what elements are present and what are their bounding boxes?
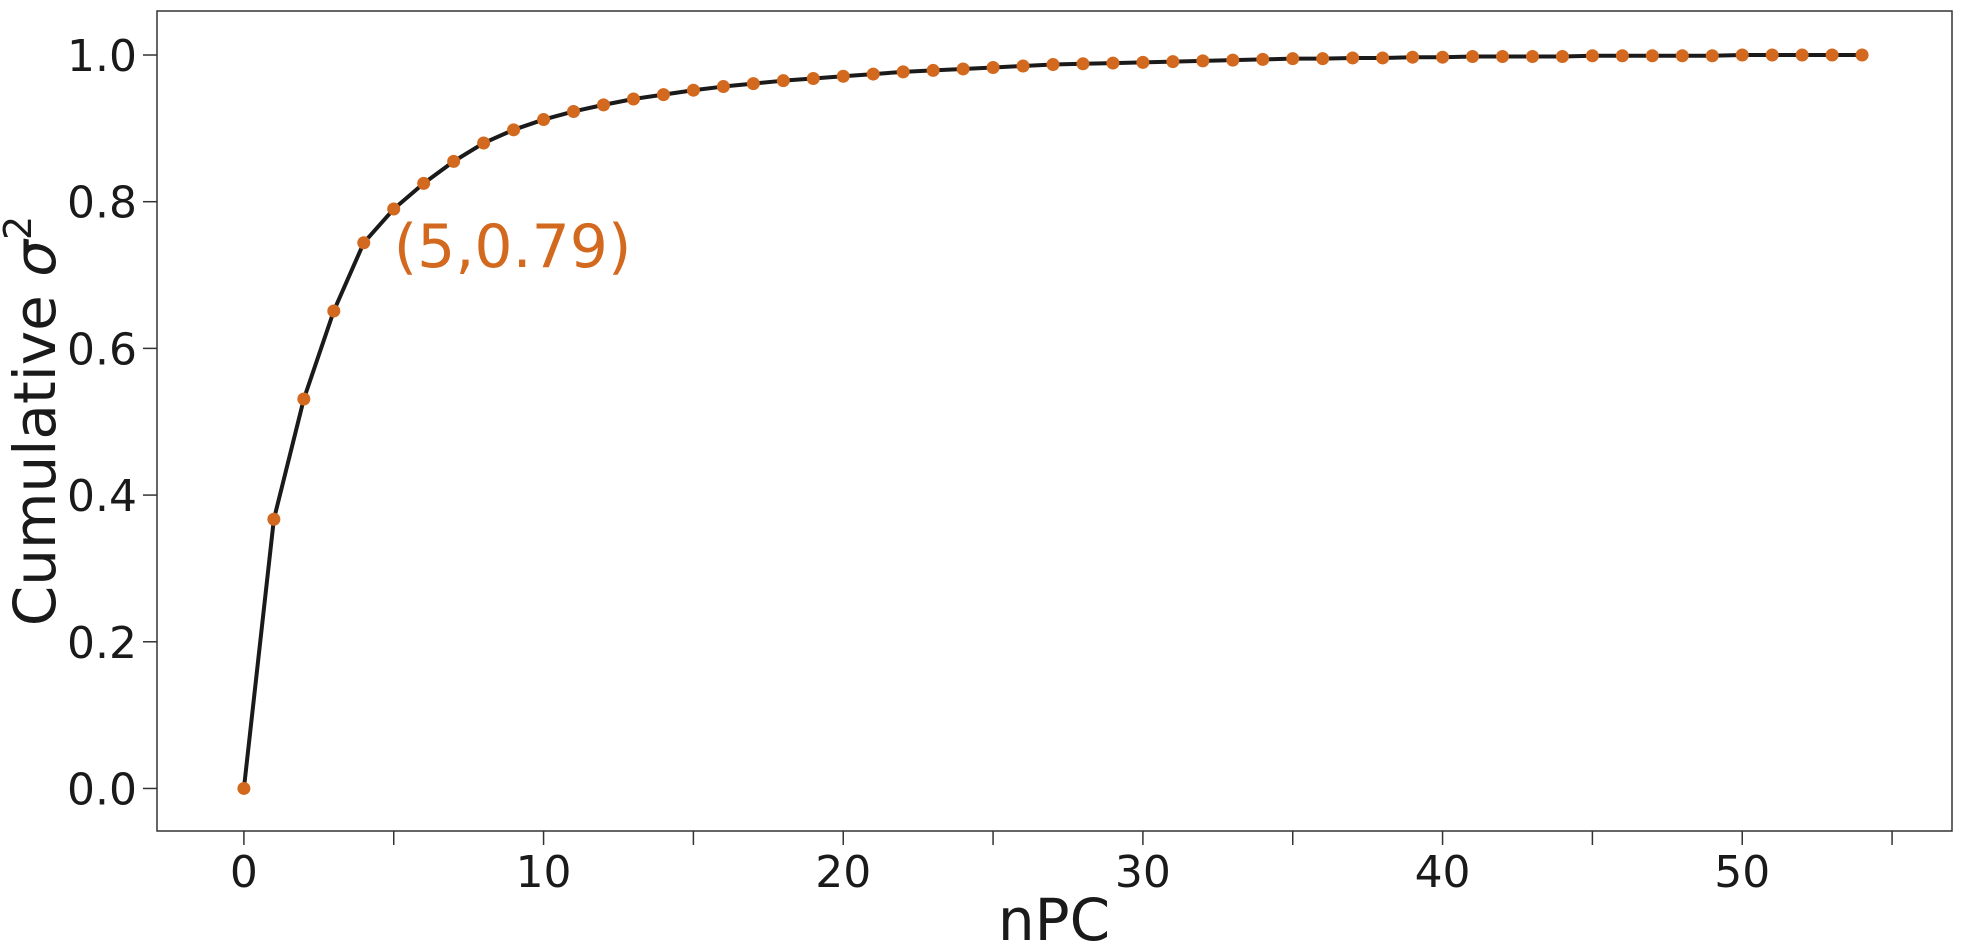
data-point (1466, 49, 1480, 63)
data-point (806, 71, 820, 85)
y-tick-label: 0.6 (67, 324, 137, 375)
data-point (1615, 49, 1629, 63)
series-line (241, 53, 1865, 791)
annotations: (5,0.79) (394, 212, 632, 282)
data-point (567, 104, 581, 118)
x-tick-label: 30 (1115, 847, 1171, 898)
data-point (1705, 49, 1719, 63)
data-point (477, 136, 491, 150)
y-axis-label: Cumulative σ2 (0, 216, 69, 626)
data-point (896, 65, 910, 79)
data-point (1076, 57, 1090, 71)
y-axis-ticks: 0.0 0.2 0.4 0.6 0.8 1.0 (67, 31, 157, 815)
x-axis-label: nPC (998, 886, 1110, 952)
data-points (237, 48, 1869, 795)
data-point (1585, 49, 1599, 63)
data-point (1286, 52, 1300, 66)
data-point (686, 83, 700, 97)
x-tick-label: 0 (230, 847, 258, 898)
data-point (716, 80, 730, 94)
data-point (866, 67, 880, 81)
annotation-label: (5,0.79) (394, 212, 632, 282)
data-point (1675, 49, 1689, 63)
data-point (1376, 51, 1390, 65)
plot-frame (156, 10, 1953, 832)
data-point (327, 304, 341, 318)
data-point (537, 113, 551, 127)
data-point (297, 392, 311, 406)
data-point (1825, 48, 1839, 62)
data-point (1855, 48, 1869, 62)
data-point (1316, 52, 1330, 66)
data-point (267, 512, 281, 526)
data-point (1106, 56, 1120, 70)
data-point (926, 63, 940, 77)
data-point (1016, 59, 1030, 73)
data-point (956, 62, 970, 76)
data-point (746, 77, 760, 91)
data-point (1196, 54, 1210, 68)
data-point (417, 176, 431, 190)
data-point (1406, 50, 1420, 64)
data-point (1136, 55, 1150, 69)
data-point (1765, 48, 1779, 62)
x-tick-label: 40 (1415, 847, 1471, 898)
data-point (447, 154, 461, 168)
data-point (1226, 53, 1240, 67)
data-point (656, 88, 670, 102)
data-point (507, 123, 521, 137)
y-tick-label: 0.4 (67, 471, 137, 522)
data-point (1166, 55, 1180, 69)
y-tick-label: 0.8 (67, 178, 137, 229)
x-axis-ticks: 0 10 20 30 40 50 (230, 831, 1893, 898)
y-tick-label: 0.2 (67, 618, 137, 669)
x-tick-label: 20 (815, 847, 871, 898)
data-point (1346, 51, 1360, 65)
data-point (1256, 52, 1270, 66)
data-point (1436, 50, 1450, 64)
data-point (1795, 48, 1809, 62)
data-point (597, 98, 611, 112)
data-point (387, 202, 401, 216)
data-point (986, 60, 1000, 74)
data-point (1525, 49, 1539, 63)
y-tick-label: 0.0 (67, 764, 137, 815)
data-point (626, 92, 640, 106)
y-axis-label-symbol: σ (1, 238, 69, 277)
data-point (776, 74, 790, 88)
data-point (836, 69, 850, 83)
data-point (357, 236, 371, 250)
data-point (1645, 49, 1659, 63)
x-tick-label: 50 (1714, 847, 1770, 898)
data-point (237, 781, 251, 795)
data-point (1555, 49, 1569, 63)
data-point (1046, 58, 1060, 72)
data-point (1496, 49, 1510, 63)
y-axis-label-superscript: 2 (0, 216, 40, 240)
y-axis-label-prefix: Cumulative (1, 277, 69, 626)
data-point (1735, 48, 1749, 62)
x-tick-label: 10 (516, 847, 572, 898)
y-tick-label: 1.0 (67, 31, 137, 82)
